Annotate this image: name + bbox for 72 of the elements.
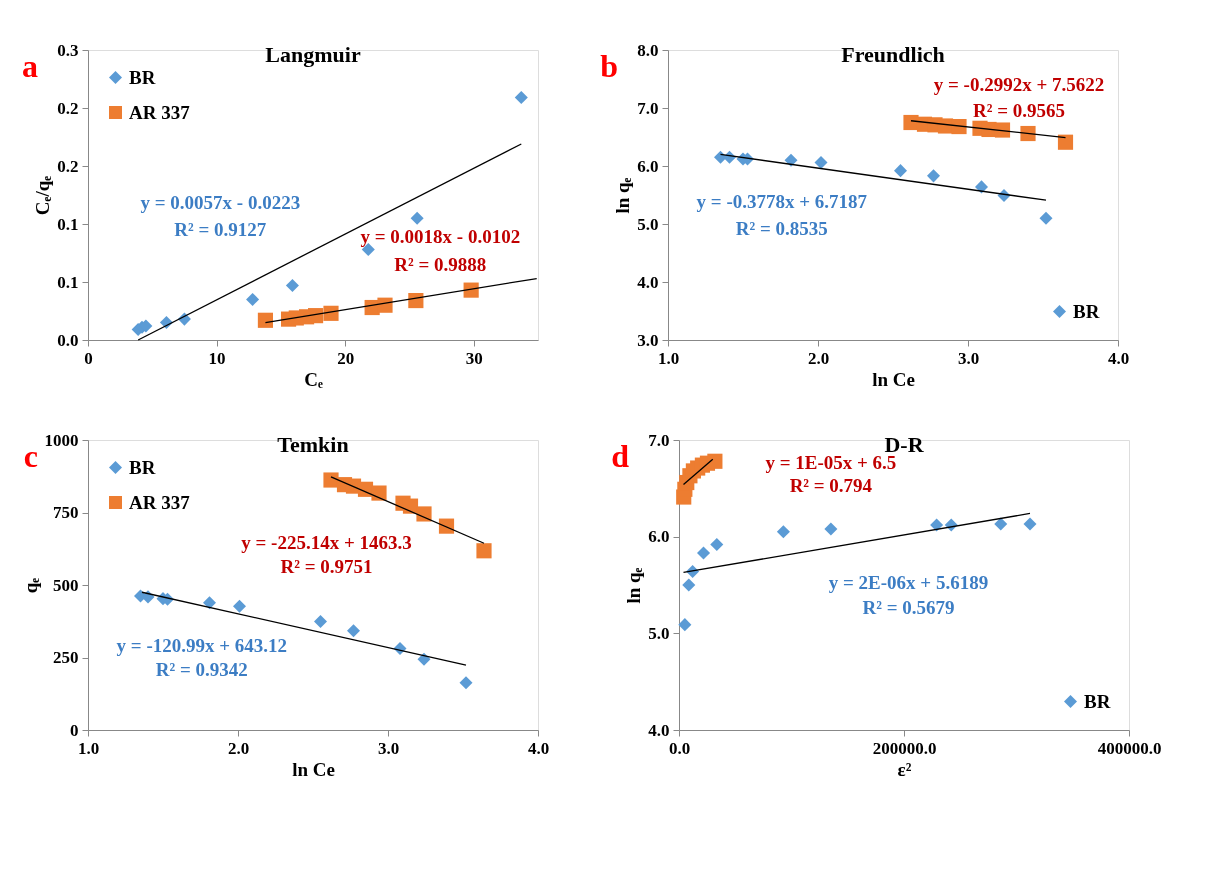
x-tick-label: 4.0 [527, 738, 550, 758]
text: b [600, 48, 618, 84]
legend-label: AR 337 [129, 491, 191, 513]
x-tick-label: 1.0 [657, 348, 680, 368]
y-tick-label: 4.0 [637, 272, 659, 292]
annotation: R² = 0.5679 [862, 597, 955, 619]
annotation: y = -225.14x + 1463.3 [241, 532, 412, 554]
y-tick-label: 0.1 [57, 214, 79, 234]
annotation: R² = 0.9565 [973, 100, 1065, 122]
legend-label: AR 337 [129, 101, 191, 123]
x-axis-title: ln Ce [872, 368, 915, 390]
x-tick-label: 0 [84, 348, 93, 368]
y-axis-title: qₑ [19, 577, 41, 594]
y-tick-label: 0.3 [57, 40, 79, 60]
y-tick-label: 4.0 [648, 720, 670, 740]
y-tick-label: 7.0 [637, 98, 659, 118]
legend-label: BR [129, 456, 156, 478]
chart-title: Temkin [277, 432, 349, 457]
y-tick-label: 6.0 [648, 527, 670, 547]
x-axis-title: Cₑ [304, 368, 323, 390]
x-tick-label: 3.0 [957, 348, 980, 368]
chart-title: Freundlich [841, 42, 945, 67]
y-tick-label: 3.0 [637, 330, 659, 350]
x-tick-label: 10 [208, 348, 226, 368]
x-axis-title: ln Ce [292, 758, 335, 780]
x-tick-label: 30 [465, 348, 483, 368]
annotation: y = -0.3778x + 6.7187 [696, 190, 868, 212]
legend-label: BR [129, 66, 156, 88]
y-tick-label: 0 [70, 720, 79, 740]
y-axis-title: Cₑ/qₑ [32, 175, 54, 216]
y-tick-label: 8.0 [637, 40, 659, 60]
x-tick-label: 20 [337, 348, 355, 368]
y-axis-title: ln qₑ [612, 177, 634, 214]
annotation: R² = 0.794 [789, 475, 873, 497]
legend-label: BR [1073, 300, 1100, 322]
x-tick-label: 0.0 [668, 738, 691, 758]
x-tick-label: 3.0 [377, 738, 400, 758]
x-tick-label: 2.0 [807, 348, 830, 368]
y-tick-label: 5.0 [637, 214, 659, 234]
annotation: y = 0.0057x - 0.0223 [140, 192, 301, 214]
annotation: R² = 0.8535 [735, 218, 828, 240]
y-tick-label: 1000 [44, 430, 79, 450]
chart-title: Langmuir [265, 42, 361, 67]
text: a [22, 48, 38, 84]
y-axis-title: ln qₑ [623, 567, 645, 604]
y-tick-label: 5.0 [648, 623, 670, 643]
annotation: R² = 0.9751 [280, 555, 373, 577]
annotation: R² = 0.9127 [174, 219, 267, 241]
annotation: R² = 0.9888 [394, 253, 487, 275]
x-axis-title: ε² [897, 758, 912, 780]
y-tick-label: 0.0 [57, 330, 79, 350]
y-tick-label: 250 [53, 648, 79, 667]
annotation: y = -120.99x + 643.12 [116, 634, 288, 656]
y-tick-label: 0.2 [57, 98, 79, 118]
y-tick-label: 500 [53, 575, 79, 595]
x-tick-label: 200000.0 [872, 738, 937, 758]
annotation: y = -0.2992x + 7.5622 [933, 74, 1105, 96]
x-tick-label: 4.0 [1107, 348, 1130, 368]
y-tick-label: 6.0 [637, 156, 659, 176]
annotation: y = 2E-06x + 5.6189 [828, 571, 989, 593]
y-tick-label: 750 [53, 503, 79, 522]
x-tick-label: 400000.0 [1097, 738, 1162, 758]
text: d [611, 438, 630, 474]
y-tick-label: 0.1 [57, 272, 79, 292]
annotation: y = 0.0018x - 0.0102 [360, 225, 521, 247]
annotation: R² = 0.9342 [155, 658, 248, 680]
y-tick-label: 7.0 [648, 430, 670, 450]
text: c [23, 438, 38, 474]
y-tick-label: 0.2 [57, 156, 79, 176]
x-tick-label: 2.0 [227, 738, 250, 758]
x-tick-label: 1.0 [77, 738, 100, 758]
legend-label: BR [1084, 690, 1111, 712]
